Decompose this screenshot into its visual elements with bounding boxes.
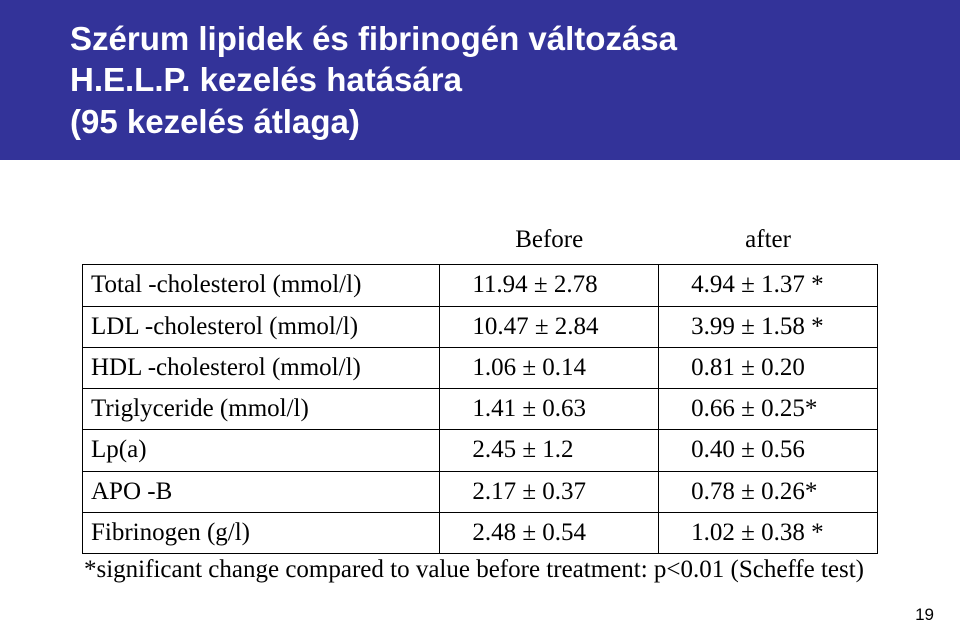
row-before: 1.41 ± 0.63 — [440, 389, 659, 430]
title-line-2: H.E.L.P. kezelés hatására — [70, 61, 462, 98]
row-after: 4.94 ± 1.37 * — [659, 265, 878, 306]
table-footnote: *significant change compared to value be… — [82, 556, 878, 584]
row-before: 2.45 ± 1.2 — [440, 430, 659, 471]
data-table-wrap: Before after Total -cholesterol (mmol/l)… — [82, 220, 878, 584]
row-before: 2.17 ± 0.37 — [440, 471, 659, 512]
table-row: Total -cholesterol (mmol/l) 11.94 ± 2.78… — [83, 265, 878, 306]
row-after: 0.81 ± 0.20 — [659, 347, 878, 388]
lipid-table: Before after Total -cholesterol (mmol/l)… — [82, 220, 878, 554]
row-label: APO -B — [83, 471, 440, 512]
slide-title: Szérum lipidek és fibrinogén változása H… — [70, 18, 960, 142]
row-label: LDL -cholesterol (mmol/l) — [83, 306, 440, 347]
table-row: LDL -cholesterol (mmol/l) 10.47 ± 2.84 3… — [83, 306, 878, 347]
col-header-before: Before — [440, 220, 659, 265]
row-before: 11.94 ± 2.78 — [440, 265, 659, 306]
table-header-row: Before after — [83, 220, 878, 265]
col-header-after: after — [659, 220, 878, 265]
row-after: 1.02 ± 0.38 * — [659, 512, 878, 553]
row-label: Total -cholesterol (mmol/l) — [83, 265, 440, 306]
title-line-3: (95 kezelés átlaga) — [70, 103, 360, 140]
row-label: HDL -cholesterol (mmol/l) — [83, 347, 440, 388]
row-after: 3.99 ± 1.58 * — [659, 306, 878, 347]
header-band: Szérum lipidek és fibrinogén változása H… — [0, 0, 960, 160]
row-label: Lp(a) — [83, 430, 440, 471]
row-after: 0.66 ± 0.25* — [659, 389, 878, 430]
row-before: 1.06 ± 0.14 — [440, 347, 659, 388]
col-header-blank — [83, 220, 440, 265]
row-after: 0.40 ± 0.56 — [659, 430, 878, 471]
row-label: Triglyceride (mmol/l) — [83, 389, 440, 430]
table-row: Triglyceride (mmol/l) 1.41 ± 0.63 0.66 ±… — [83, 389, 878, 430]
page-number: 19 — [915, 605, 934, 625]
title-line-1: Szérum lipidek és fibrinogén változása — [70, 20, 677, 57]
row-before: 10.47 ± 2.84 — [440, 306, 659, 347]
table-row: Lp(a) 2.45 ± 1.2 0.40 ± 0.56 — [83, 430, 878, 471]
table-row: APO -B 2.17 ± 0.37 0.78 ± 0.26* — [83, 471, 878, 512]
table-row: Fibrinogen (g/l) 2.48 ± 0.54 1.02 ± 0.38… — [83, 512, 878, 553]
row-label: Fibrinogen (g/l) — [83, 512, 440, 553]
table-row: HDL -cholesterol (mmol/l) 1.06 ± 0.14 0.… — [83, 347, 878, 388]
row-after: 0.78 ± 0.26* — [659, 471, 878, 512]
row-before: 2.48 ± 0.54 — [440, 512, 659, 553]
